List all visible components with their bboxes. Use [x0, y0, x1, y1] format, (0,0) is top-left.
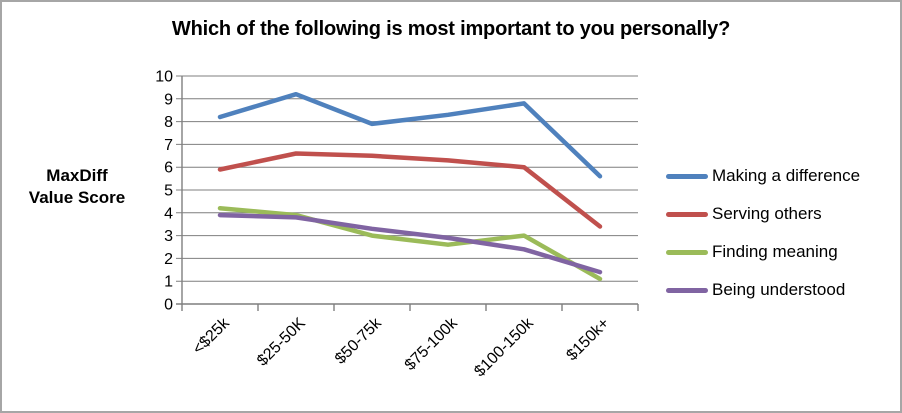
chart-title: Which of the following is most important… [171, 18, 731, 40]
series-line-making-a-difference [217, 91, 603, 179]
x-category-label: $50-75k [332, 314, 386, 368]
x-category-label: $100-150k [471, 314, 537, 380]
y-tick-label: 1 [164, 274, 173, 291]
legend-label: Finding meaning [712, 242, 838, 261]
y-tick-label: 2 [164, 251, 173, 268]
x-category-label: $150k+ [563, 315, 612, 364]
y-tick-label: 8 [164, 114, 173, 131]
y-axis-title-line-1: MaxDiff [46, 166, 108, 185]
legend-swatch-being-understood [666, 287, 708, 293]
y-tick-label: 0 [164, 297, 173, 314]
y-tick-label: 4 [164, 205, 173, 222]
x-category-label: <$25k [190, 314, 234, 358]
x-category-label: $75-100k [402, 314, 462, 374]
series-line-being-understood [217, 212, 603, 275]
y-axis-title-line-2: Value Score [28, 188, 126, 207]
series-line-finding-meaning [217, 205, 603, 282]
legend-label: Making a difference [712, 166, 861, 185]
y-tick-label: 10 [155, 69, 173, 86]
series-line-serving-others [217, 151, 603, 229]
y-axis-title: MaxDiff Value Score [10, 165, 144, 209]
x-category-label: $25-50K [254, 315, 309, 370]
legend-item-being-understood: Being understood [666, 278, 860, 302]
legend: Making a difference Serving others Finding… [666, 164, 860, 316]
y-tick-label: 6 [164, 160, 173, 177]
y-tick-label: 3 [164, 228, 173, 245]
legend-item-finding-meaning: Finding meaning [666, 240, 860, 264]
legend-swatch-finding-meaning [666, 249, 708, 255]
legend-swatch-serving-others [666, 211, 708, 217]
legend-swatch-making-a-difference [666, 173, 708, 179]
legend-label: Serving others [712, 204, 822, 223]
legend-item-serving-others: Serving others [666, 202, 860, 226]
y-tick-label: 7 [164, 137, 173, 154]
y-tick-label: 9 [164, 91, 173, 108]
y-tick-label: 5 [164, 183, 173, 200]
legend-label: Being understood [712, 280, 846, 299]
legend-item-making-a-difference: Making a difference [666, 164, 860, 188]
